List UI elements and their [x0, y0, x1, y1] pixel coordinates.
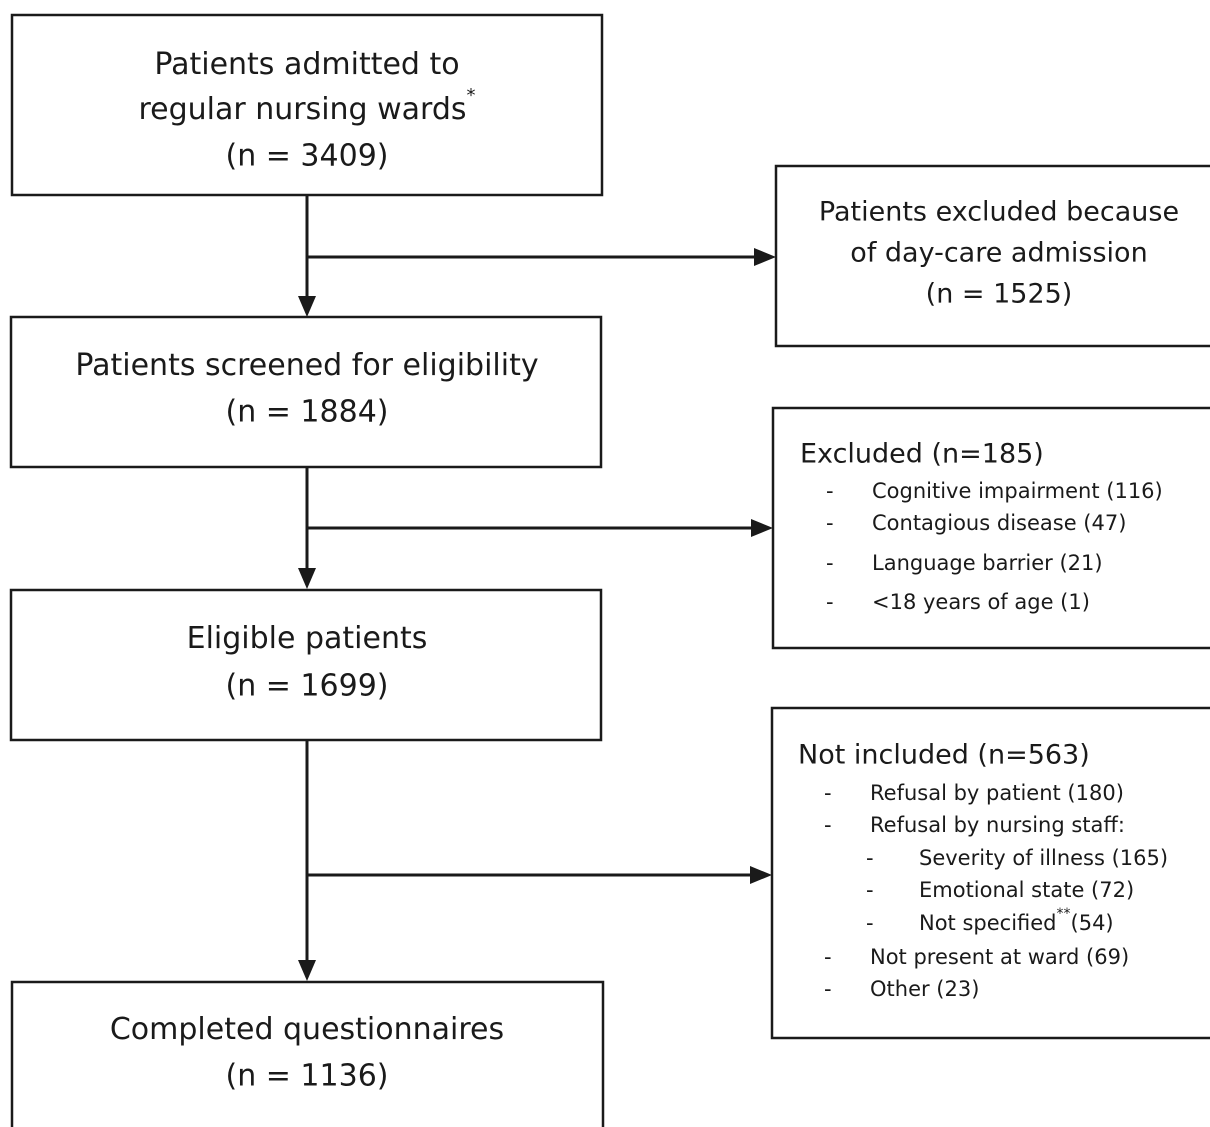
arrowhead [298, 296, 316, 317]
item-text: Other (23) [870, 977, 979, 1001]
node-label: Completed questionnaires [110, 1012, 504, 1047]
node-count: (n = 1884) [226, 395, 389, 430]
item-text: Contagious disease (47) [872, 511, 1126, 535]
exclusion-item: <18 years of age (1) [872, 590, 1090, 614]
node-label: Eligible patients [187, 621, 428, 656]
footnote-mark: * [467, 85, 476, 106]
node-count: (n = 1136) [226, 1059, 389, 1094]
node-label: regular nursing wards* [138, 85, 475, 127]
bullet: - [824, 813, 832, 837]
exclusion-item: Emotional state (72) [919, 878, 1134, 902]
box [770, 706, 1210, 1040]
exclusion-item: Language barrier (21) [872, 551, 1103, 575]
item-text: Refusal by patient (180) [870, 781, 1124, 805]
bullet: - [826, 479, 834, 503]
exclusion-heading: Not included (n=563) [798, 740, 1090, 771]
item-text: Severity of illness (165) [919, 846, 1168, 870]
bullet: - [824, 977, 832, 1001]
box [771, 406, 1210, 650]
bullet: - [866, 911, 874, 935]
bullet: - [866, 846, 874, 870]
exclusion-label: Patients excluded because [819, 197, 1179, 228]
item-text: Not specified [919, 911, 1057, 935]
footnote-mark: ** [1057, 906, 1071, 922]
node-line: Eligible patients [187, 621, 428, 656]
item-text: Cognitive impairment (116) [872, 479, 1163, 503]
box [10, 980, 605, 1127]
box [9, 588, 603, 742]
exclusion-item: Not specified**(54) [919, 906, 1114, 935]
item-text: Not present at ward (69) [870, 945, 1129, 969]
exclusion-item: Contagious disease (47) [872, 511, 1126, 535]
item-text: Refusal by nursing staff: [870, 813, 1125, 837]
node-line: Completed questionnaires [110, 1012, 504, 1047]
exclusion-item: Severity of illness (165) [919, 846, 1168, 870]
arrows [298, 195, 776, 981]
exclusion-item: Refusal by patient (180) [870, 781, 1124, 805]
box [9, 315, 603, 469]
item-count: (54) [1071, 911, 1114, 935]
item-text: Emotional state (72) [919, 878, 1134, 902]
node-line: Patients admitted to [154, 47, 459, 82]
bullet: - [824, 945, 832, 969]
boxes [9, 13, 1210, 1127]
arrowhead [298, 960, 316, 981]
node-label: Patients admitted to [154, 47, 459, 82]
node-label: Patients screened for eligibility [75, 348, 538, 383]
bullet: - [826, 551, 834, 575]
node-line: Patients screened for eligibility [75, 348, 538, 383]
exclusion-item: Refusal by nursing staff: [870, 813, 1125, 837]
item-text: Language barrier (21) [872, 551, 1103, 575]
box [10, 13, 604, 197]
box [774, 164, 1210, 348]
exclusion-item: Cognitive impairment (116) [872, 479, 1163, 503]
exclusion-count: (n = 1525) [926, 279, 1073, 310]
arrowhead [750, 866, 772, 884]
item-text: <18 years of age (1) [872, 590, 1090, 614]
bullet: - [824, 781, 832, 805]
bullet: - [866, 878, 874, 902]
arrowhead [754, 248, 776, 266]
node-count: (n = 1699) [226, 669, 389, 704]
exclusion-item: Other (23) [870, 977, 979, 1001]
exclusion-heading: Excluded (n=185) [800, 439, 1044, 470]
exclusion-label: of day-care admission [850, 238, 1147, 269]
arrowhead [751, 519, 773, 537]
arrowhead [298, 568, 316, 589]
node-line: regular nursing wards [138, 92, 466, 127]
bullet: - [826, 590, 834, 614]
exclusion-item: Not present at ward (69) [870, 945, 1129, 969]
bullet: - [826, 511, 834, 535]
node-count: (n = 3409) [226, 139, 389, 174]
